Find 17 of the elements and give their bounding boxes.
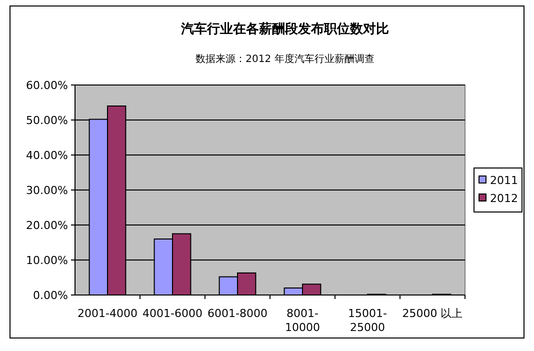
legend-label: 2012 <box>490 192 518 205</box>
y-tick-label: 30.00% <box>26 184 68 197</box>
y-tick-label: 60.00% <box>26 79 68 92</box>
y-tick-label: 40.00% <box>26 149 68 162</box>
legend-label: 2011 <box>490 174 518 187</box>
chart-title: 汽车行业在各薪酬段发布职位数对比 <box>180 21 389 37</box>
source-note: 数据来源：2012 年度汽车行业薪酬调查 <box>196 53 374 65</box>
y-tick-label: 20.00% <box>26 219 68 232</box>
y-tick-label: 0.00% <box>33 289 68 302</box>
x-tick-label: 25000 以上 <box>402 307 463 320</box>
x-tick-label: 6001-8000 <box>208 307 268 320</box>
x-tick-label: 2001-4000 <box>78 307 138 320</box>
x-tick-label: 15001-25000 <box>348 307 388 334</box>
y-tick-label: 50.00% <box>26 114 68 127</box>
x-tick-label: 8001-10000 <box>285 307 320 334</box>
y-tick-label: 10.00% <box>26 254 68 267</box>
x-tick-label: 4001-6000 <box>142 307 202 320</box>
